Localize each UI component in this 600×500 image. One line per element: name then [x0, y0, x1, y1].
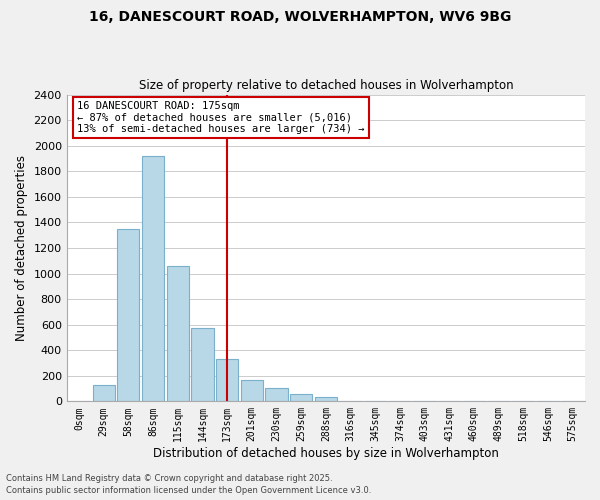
Bar — [265, 388, 287, 402]
Bar — [117, 229, 139, 402]
Bar — [142, 156, 164, 402]
Text: 16, DANESCOURT ROAD, WOLVERHAMPTON, WV6 9BG: 16, DANESCOURT ROAD, WOLVERHAMPTON, WV6 … — [89, 10, 511, 24]
Bar — [92, 386, 115, 402]
Text: 16 DANESCOURT ROAD: 175sqm
← 87% of detached houses are smaller (5,016)
13% of s: 16 DANESCOURT ROAD: 175sqm ← 87% of deta… — [77, 100, 365, 134]
Bar — [191, 328, 214, 402]
Bar — [216, 358, 238, 402]
Bar — [167, 266, 189, 402]
X-axis label: Distribution of detached houses by size in Wolverhampton: Distribution of detached houses by size … — [153, 447, 499, 460]
Bar — [315, 398, 337, 402]
Text: Contains HM Land Registry data © Crown copyright and database right 2025.
Contai: Contains HM Land Registry data © Crown c… — [6, 474, 371, 495]
Y-axis label: Number of detached properties: Number of detached properties — [15, 155, 28, 341]
Bar — [241, 380, 263, 402]
Bar — [290, 394, 312, 402]
Title: Size of property relative to detached houses in Wolverhampton: Size of property relative to detached ho… — [139, 79, 513, 92]
